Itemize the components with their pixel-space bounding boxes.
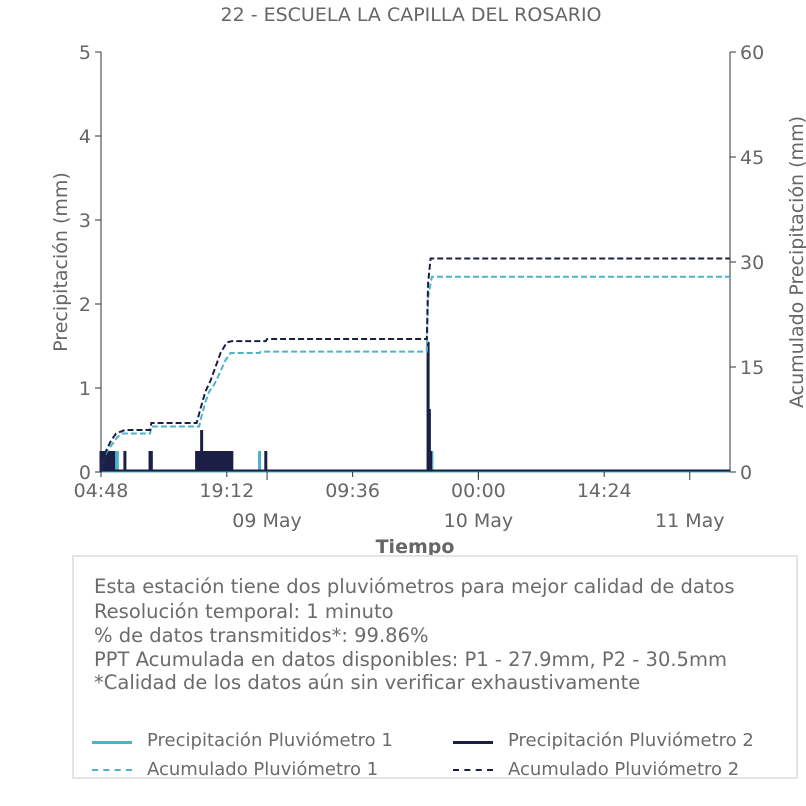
y-left-tick-label: 0: [79, 462, 91, 484]
bar-pluviometro-2: [426, 341, 430, 472]
bar-pluviometro-2: [104, 451, 108, 472]
x-minor-tick-label: 09:36: [325, 480, 380, 502]
x-major-tick-label: 10 May: [444, 510, 514, 532]
bar-pluviometro-2: [195, 451, 199, 472]
bar-pluviometro-2: [225, 451, 229, 472]
info-box: Esta estación tiene dos pluviómetros par…: [72, 555, 798, 780]
chart-title: 22 - ESCUELA LA CAPILLA DEL ROSARIO: [220, 4, 601, 26]
x-minor-tick-label: 14:24: [577, 480, 632, 502]
legend-label-p1-bar: Precipitación Pluviómetro 1: [147, 730, 393, 751]
y-axis-left-label: Precipitación (mm): [50, 172, 72, 352]
bar-pluviometro-2: [264, 451, 268, 472]
bar-pluviometro-2: [210, 451, 214, 472]
bar-pluviometro-2: [427, 409, 431, 472]
bar-pluviometro-2: [220, 451, 224, 472]
legend-label-p2-cum: Acumulado Pluviómetro 2: [508, 759, 740, 780]
y-right-tick-label: 45: [740, 147, 764, 169]
bar-pluviometro-2: [112, 451, 116, 472]
bar-pluviometro-2: [123, 451, 127, 472]
bar-pluviometro-2: [429, 451, 433, 472]
bar-pluviometro-2: [197, 451, 201, 472]
cumulative-line-pluviometro-2: [100, 257, 730, 473]
bar-pluviometro-2: [202, 451, 206, 472]
bar-pluviometro-2: [212, 451, 216, 472]
cumulative-line-pluviometro-1: [100, 275, 730, 473]
axes: [100, 52, 731, 473]
legend-label-p1-cum: Acumulado Pluviómetro 1: [147, 759, 379, 780]
y-right-tick-label: 15: [740, 357, 764, 379]
info-line-accumulated: PPT Acumulada en datos disponibles: P1 -…: [94, 648, 727, 671]
x-minor-tick-label: 19:12: [199, 480, 254, 502]
y-right-tick-label: 60: [740, 42, 764, 64]
legend-swatch-p1-bar: [92, 741, 132, 744]
x-minor-tick-label: 00:00: [451, 480, 506, 502]
legend-swatch-p2-bar: [453, 741, 493, 744]
x-major-tick-label: 11 May: [655, 510, 725, 532]
legend-label-p2-bar: Precipitación Pluviómetro 2: [508, 730, 754, 751]
info-line-transmitted: % de datos transmitidos*: 99.86%: [94, 624, 429, 647]
info-line-quality: *Calidad de los datos aún sin verificar …: [94, 671, 641, 694]
x-axis-label: Tiempo: [376, 536, 455, 558]
bar-pluviometro-2: [217, 451, 221, 472]
y-axis-right-label: Acumulado Precipitación (mm): [786, 116, 806, 408]
lines-layer: [100, 257, 730, 473]
info-line-stations: Esta estación tiene dos pluviómetros par…: [94, 575, 735, 598]
bar-pluviometro-2: [215, 451, 219, 472]
bars-layer: [99, 341, 730, 473]
bar-pluviometro-2: [107, 451, 111, 472]
y-right-tick-label: 0: [740, 462, 752, 484]
bar-pluviometro-2: [200, 430, 204, 472]
bar-pluviometro-2: [207, 451, 211, 472]
y-left-tick-label: 5: [79, 42, 91, 64]
bar-pluviometro-1: [115, 451, 119, 472]
y-left-tick-label: 2: [79, 294, 91, 316]
legend-swatch-p1-cum: [92, 769, 132, 771]
info-line-resolution: Resolución temporal: 1 minuto: [94, 600, 394, 623]
legend-swatch-p2-cum: [453, 769, 493, 771]
bar-pluviometro-2: [109, 451, 113, 472]
y-left-tick-label: 3: [79, 210, 91, 232]
bar-pluviometro-2: [227, 451, 231, 472]
x-major-tick-label: 09 May: [232, 510, 302, 532]
rainfall-chart: 22 - ESCUELA LA CAPILLA DEL ROSARIO 0 1 2 3…: [50, 4, 806, 558]
y-left-tick-label: 1: [79, 378, 91, 400]
bar-pluviometro-2: [99, 451, 103, 472]
y-left-tick-label: 4: [79, 126, 91, 148]
bar-pluviometro-2: [205, 451, 209, 472]
y-right-tick-label: 30: [740, 252, 764, 274]
bar-pluviometro-2: [230, 451, 234, 472]
bar-pluviometro-2: [149, 451, 153, 472]
x-minor-tick-label: 04:48: [74, 480, 129, 502]
bar-pluviometro-2: [222, 451, 226, 472]
bar-pluviometro-1: [258, 451, 262, 472]
